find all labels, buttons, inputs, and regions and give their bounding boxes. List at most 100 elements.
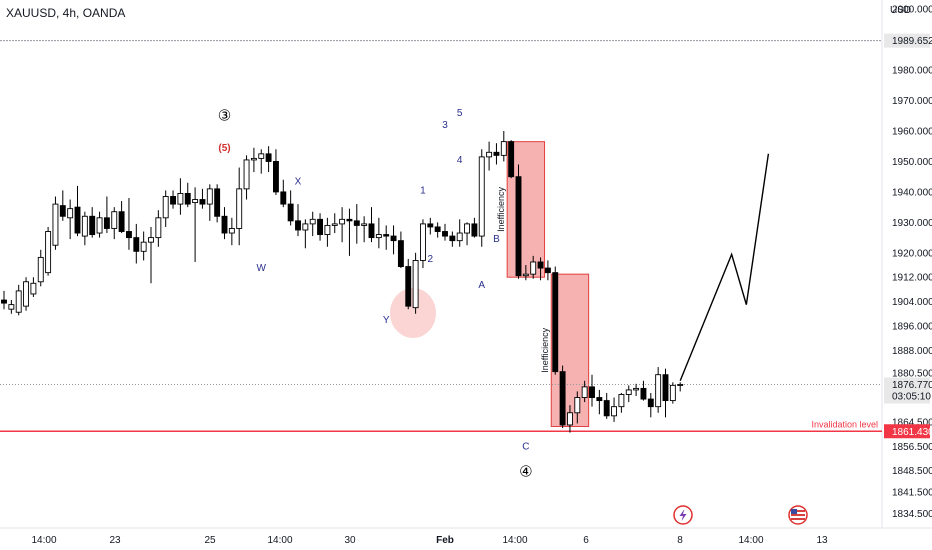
- candle-body: [339, 218, 346, 225]
- candle-body: [8, 304, 15, 310]
- candle-body: [177, 192, 184, 205]
- wave-label: (5): [218, 143, 230, 154]
- price-tick-label: 1896.000: [892, 321, 932, 332]
- price-tick-label: 1970.000: [892, 96, 932, 107]
- candle-body: [23, 281, 29, 307]
- candle-body: [625, 389, 632, 395]
- candle-body: [530, 261, 537, 275]
- candle-body: [522, 273, 529, 277]
- candle-body: [427, 223, 434, 228]
- wave-label: 2: [428, 254, 434, 265]
- candle-body: [559, 371, 566, 426]
- currency-label: USD: [890, 5, 911, 16]
- price-tick-label: 1920.000: [892, 248, 932, 259]
- price-tick-label: 1912.000: [892, 273, 932, 284]
- wave-label: 1: [420, 185, 426, 196]
- flag-canton-icon: [791, 509, 797, 514]
- candle-body: [30, 282, 37, 295]
- candle-body: [206, 188, 213, 205]
- time-tick-label: 14:00: [267, 535, 292, 546]
- candle-body: [74, 206, 81, 234]
- candle-body: [162, 196, 169, 219]
- candle-body: [118, 211, 125, 232]
- price-tick-label: 1841.500: [892, 487, 932, 498]
- candle-body: [214, 188, 221, 217]
- candle-body: [331, 223, 338, 226]
- candle-body: [412, 260, 419, 309]
- candle-body: [96, 217, 103, 234]
- candle-body: [273, 161, 279, 193]
- candle-body: [221, 215, 228, 234]
- price-tick-label: 1880.500: [892, 369, 932, 380]
- candle-body: [184, 192, 191, 205]
- wave-label: ③: [218, 106, 231, 124]
- price-tick-label: 1904.000: [892, 297, 932, 308]
- candle-body: [309, 218, 316, 225]
- price-tick-label: 1848.500: [892, 466, 932, 477]
- candle-body: [103, 217, 110, 229]
- wave-label: 4: [457, 155, 463, 166]
- candle-body: [15, 290, 22, 313]
- wave-label: X: [295, 176, 302, 187]
- time-tick-label: 23: [109, 535, 121, 546]
- invalidation-price-badge: [884, 424, 930, 439]
- price-tick-label: 1980.000: [892, 66, 932, 77]
- price-tick-label: 1864.500: [892, 417, 932, 428]
- candle-body: [508, 141, 515, 178]
- candle-body: [603, 400, 610, 417]
- horizontal-levels: Invalidation level: [0, 40, 882, 433]
- candle-body: [199, 199, 206, 205]
- us-event-flag-icon[interactable]: [788, 505, 808, 525]
- price-axis[interactable]: 2000.000 1980.000 1970.000 1960.000 1950.000…: [884, 5, 932, 520]
- candle-body: [581, 386, 588, 398]
- candle-body: [228, 228, 235, 234]
- candle-body: [478, 156, 485, 237]
- y-wave-highlight-circle: [390, 288, 436, 338]
- wave-label: C: [522, 441, 529, 452]
- candle-body: [45, 231, 52, 274]
- candle-body: [67, 208, 74, 219]
- candle-body: [361, 223, 368, 226]
- price-tick-label: 2000.000: [892, 5, 932, 16]
- candle-body: [640, 387, 647, 400]
- candle-body: [59, 205, 66, 217]
- time-axis[interactable]: 14:00 23 25 14:00 30 Feb 14:00 6 8 14:00 13: [31, 535, 828, 546]
- candle-body: [589, 386, 595, 398]
- inefficiency-zone-label: Inefficiency: [496, 186, 506, 231]
- candle-body: [170, 196, 177, 205]
- countdown-label: 03:05:10: [892, 392, 931, 403]
- candle-body: [148, 237, 154, 243]
- price-tick-label: 1950.000: [892, 157, 932, 168]
- candle-body: [390, 235, 397, 242]
- candle-body: [434, 226, 441, 232]
- candle-body: [287, 203, 294, 222]
- candle-body: [633, 387, 640, 391]
- candle-body: [471, 223, 478, 237]
- candle-body: [302, 223, 309, 231]
- economic-event-icon[interactable]: [673, 505, 693, 525]
- candle-body: [574, 397, 581, 414]
- candle-body: [140, 241, 147, 252]
- candle-body: [544, 267, 551, 274]
- candle-body: [515, 176, 522, 277]
- candle-body: [618, 394, 625, 408]
- wave-label: B: [493, 234, 500, 245]
- candle-body: [258, 153, 265, 159]
- time-tick-label: 8: [677, 535, 683, 546]
- wave-label: 5: [457, 108, 463, 119]
- candlesticks: [1, 130, 684, 433]
- time-tick-label: 14:00: [738, 535, 763, 546]
- candle-body: [236, 188, 243, 229]
- candle-body: [353, 220, 360, 226]
- flag-stripe-icon: [791, 518, 805, 520]
- symbol-title: XAUUSD, 4h, OANDA: [6, 6, 125, 20]
- wave-label: A: [478, 280, 485, 291]
- wave-label: 3: [442, 120, 448, 131]
- candle-body: [265, 153, 272, 162]
- candle-body: [662, 374, 669, 402]
- candle-body: [52, 203, 59, 246]
- candle-body: [346, 218, 353, 222]
- price-tick-label: 1888.000: [892, 346, 932, 357]
- candle-body: [596, 397, 603, 402]
